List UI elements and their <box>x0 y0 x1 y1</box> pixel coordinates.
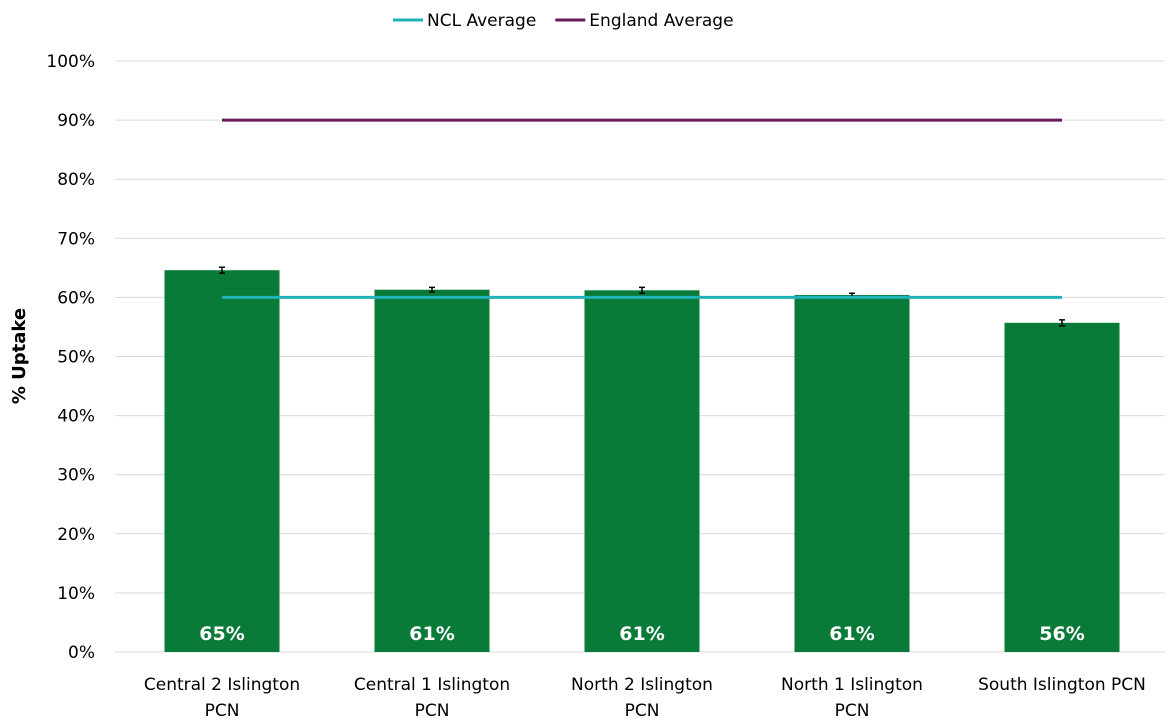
y-tick-label: 100% <box>46 52 95 72</box>
y-tick-label: 70% <box>57 229 95 249</box>
legend-label: England Average <box>589 11 733 31</box>
x-tick-label: North 2 Islington <box>571 675 713 695</box>
y-tick-label: 30% <box>57 466 95 486</box>
bar <box>374 289 490 652</box>
data-label: 65% <box>199 623 244 645</box>
x-tick-label: PCN <box>625 701 660 721</box>
x-tick-label: South Islington PCN <box>978 675 1146 695</box>
data-label: 61% <box>619 623 664 645</box>
y-tick-label: 20% <box>57 525 95 545</box>
bar <box>584 290 700 652</box>
y-tick-label: 90% <box>57 111 95 131</box>
y-tick-label: 0% <box>68 643 95 663</box>
data-label: 61% <box>829 623 874 645</box>
bar <box>164 270 280 652</box>
bars <box>164 266 1120 652</box>
data-label: 61% <box>409 623 454 645</box>
x-tick-label: PCN <box>415 701 450 721</box>
y-tick-label: 40% <box>57 407 95 427</box>
y-tick-label: 10% <box>57 584 95 604</box>
y-tick-label: 50% <box>57 348 95 368</box>
y-axis-title: % Uptake <box>9 308 30 404</box>
x-tick-label: Central 2 Islington <box>144 675 300 695</box>
y-tick-label: 80% <box>57 170 95 190</box>
bar <box>794 295 910 652</box>
x-tick-label: PCN <box>205 701 240 721</box>
legend-label: NCL Average <box>427 11 536 31</box>
x-tick-label: PCN <box>835 701 870 721</box>
data-label: 56% <box>1039 623 1084 645</box>
x-tick-label: Central 1 Islington <box>354 675 510 695</box>
bar <box>1004 322 1120 652</box>
reference-lines <box>222 118 1062 299</box>
y-tick-label: 60% <box>57 288 95 308</box>
legend: NCL Average England Average <box>393 11 734 31</box>
x-tick-label: North 1 Islington <box>781 675 923 695</box>
labels: 0% 10% 20% 30% 40% 50% 60% 70% 80% 90% 100% 65% Cent… <box>46 52 1146 721</box>
